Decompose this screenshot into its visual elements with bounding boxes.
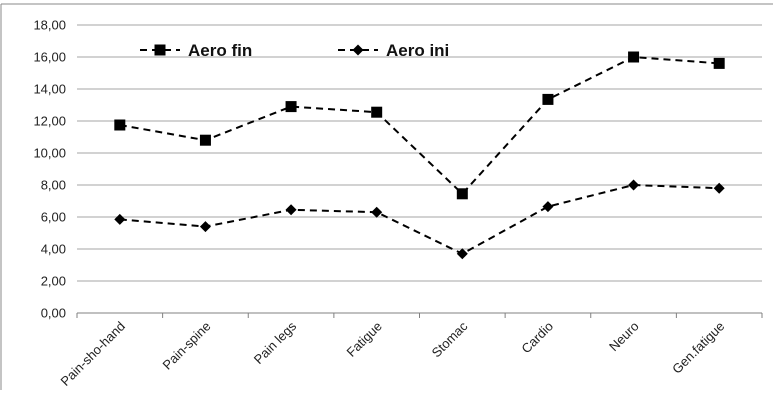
series-1 xyxy=(114,51,725,200)
legend: Aero fin Aero ini xyxy=(140,41,449,60)
data-point xyxy=(456,188,468,200)
y-tick-label: 2,00 xyxy=(41,274,66,289)
data-point xyxy=(285,101,297,113)
series-line xyxy=(119,183,720,255)
legend-marker xyxy=(352,44,364,56)
data-point xyxy=(371,206,383,218)
y-tick-label: 10,00 xyxy=(33,146,66,161)
legend-label: Aero ini xyxy=(386,41,449,60)
data-point xyxy=(713,57,725,69)
data-point xyxy=(628,51,640,63)
legend-item: Aero fin xyxy=(140,41,252,60)
y-tick-label: 8,00 xyxy=(41,178,66,193)
data-point xyxy=(114,213,126,225)
y-tick-label: 6,00 xyxy=(41,210,66,225)
legend-marker xyxy=(154,44,166,56)
gridlines xyxy=(77,24,762,282)
data-point xyxy=(114,119,126,131)
legend-item: Aero ini xyxy=(338,41,449,60)
data-point xyxy=(542,93,554,105)
data-point xyxy=(199,134,211,146)
y-tick-label: 14,00 xyxy=(33,82,66,97)
data-point xyxy=(456,248,468,260)
y-axis-tick-labels: 0,00 2,00 4,00 6,00 8,00 10,00 12,00 14,00 16,00… xyxy=(33,18,66,321)
legend-label: Aero fin xyxy=(188,41,252,60)
y-tick-label: 18,00 xyxy=(33,18,66,33)
y-tick-label: 0,00 xyxy=(41,306,66,321)
series-layer xyxy=(114,51,725,260)
data-point xyxy=(542,201,554,213)
y-tick-label: 12,00 xyxy=(33,114,66,129)
data-point xyxy=(628,179,640,191)
series-line xyxy=(119,55,720,196)
y-tick-label: 4,00 xyxy=(41,242,66,257)
data-point xyxy=(713,182,725,194)
series-2 xyxy=(114,179,725,260)
x-axis xyxy=(76,312,763,318)
y-tick-label: 16,00 xyxy=(33,50,66,65)
data-point xyxy=(199,221,211,233)
data-point xyxy=(285,204,297,216)
data-point xyxy=(371,106,383,118)
